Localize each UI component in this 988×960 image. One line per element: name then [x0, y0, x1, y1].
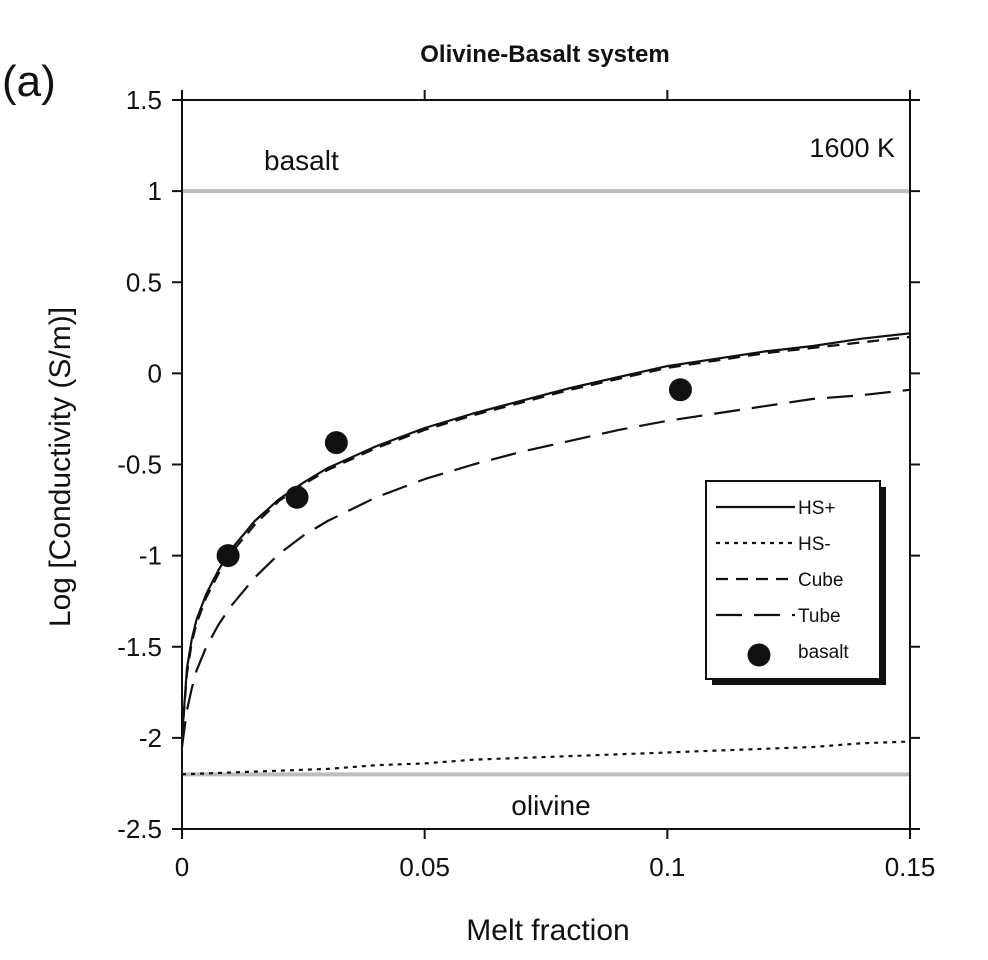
cube-series-line [180, 335, 911, 738]
y-tick-label: -2 [139, 723, 162, 753]
legend-marker-basalt [747, 643, 771, 667]
hs-series-line [180, 332, 911, 738]
y-tick-label: -1 [139, 541, 162, 571]
legend-label-hs: HS+ [798, 498, 836, 519]
temperature-annotation: 1600 K [809, 133, 895, 163]
x-tick-label: 0.15 [885, 852, 936, 882]
legend-label-basalt: basalt [798, 642, 849, 663]
basalt-reference-label: basalt [264, 145, 339, 176]
y-axis-label: Log [Conductivity (S/m)] [44, 307, 77, 627]
basalt-data-point [324, 431, 348, 455]
y-tick-label: 0 [148, 358, 162, 388]
legend: HS+ HS- Cube Tube basalt [705, 480, 886, 685]
x-axis-label: Melt fraction [466, 914, 629, 947]
olivine-reference-label: olivine [511, 790, 590, 821]
legend-label-tube: Tube [798, 606, 841, 627]
hs-series-line [181, 740, 911, 776]
plot-frame [181, 99, 911, 830]
y-tick-label: 1 [148, 176, 162, 206]
legend-label-hs: HS- [798, 534, 831, 555]
basalt-data-point [285, 485, 309, 509]
legend-box [705, 480, 881, 680]
x-tick-label: 0.1 [649, 852, 685, 882]
y-tick-label: -0.5 [117, 450, 162, 480]
x-tick-label: 0.05 [399, 852, 450, 882]
tube-series-line [180, 388, 911, 748]
basalt-data-point [668, 378, 692, 402]
y-tick-label: 1.5 [126, 85, 162, 115]
chart-title: Olivine-Basalt system [420, 41, 669, 68]
panel-label: (a) [2, 57, 56, 106]
legend-label-cube: Cube [798, 570, 843, 591]
y-tick-label: 0.5 [126, 267, 162, 297]
basalt-data-point [216, 544, 240, 568]
x-tick-label: 0 [175, 852, 189, 882]
y-tick-label: -1.5 [117, 632, 162, 662]
y-tick-label: -2.5 [117, 814, 162, 844]
